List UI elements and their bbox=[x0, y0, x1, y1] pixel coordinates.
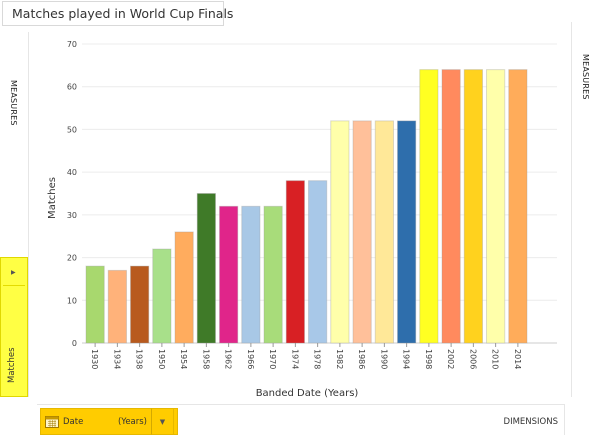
page-title: Matches played in World Cup Finals bbox=[12, 6, 234, 21]
x-tick-label: 1982 bbox=[335, 349, 344, 369]
bar[interactable] bbox=[508, 69, 528, 344]
bar[interactable] bbox=[263, 205, 283, 344]
bar[interactable] bbox=[85, 265, 105, 344]
x-tick-label: 2006 bbox=[468, 349, 477, 369]
x-tick-label: 1954 bbox=[179, 349, 188, 369]
bar[interactable] bbox=[441, 69, 461, 344]
bar[interactable] bbox=[241, 205, 261, 344]
x-tick-label: 1994 bbox=[402, 349, 411, 369]
x-axis-title: Banded Date (Years) bbox=[256, 388, 359, 399]
x-tick-label: 1986 bbox=[357, 349, 366, 369]
bar[interactable] bbox=[285, 180, 305, 344]
bar[interactable] bbox=[374, 120, 394, 344]
y-axis-title: Matches bbox=[47, 177, 58, 219]
x-tick-label: 1998 bbox=[424, 349, 433, 369]
x-tick-label: 1990 bbox=[379, 349, 388, 369]
y-tick-label: 20 bbox=[67, 254, 77, 263]
x-tick-label: 1970 bbox=[268, 349, 277, 369]
y-tick-label: 30 bbox=[67, 211, 77, 220]
measure-item-matches[interactable]: ▶ Matches bbox=[0, 257, 28, 397]
bar[interactable] bbox=[308, 180, 328, 344]
x-tick-label: 2010 bbox=[491, 349, 500, 369]
bar[interactable] bbox=[352, 120, 372, 344]
x-tick-label: 1950 bbox=[157, 349, 166, 369]
x-tick-label: 1938 bbox=[135, 349, 144, 369]
x-tick-label: 1966 bbox=[246, 349, 255, 369]
y-axis: 0 10 20 30 40 50 60 70 bbox=[67, 40, 77, 348]
bar[interactable] bbox=[330, 120, 350, 344]
divider bbox=[3, 285, 25, 286]
chart-title-bar: Matches played in World Cup Finals bbox=[2, 1, 233, 26]
x-tick-label: 1978 bbox=[313, 349, 322, 369]
x-tick-label: 2002 bbox=[446, 349, 455, 369]
x-tick-label: 1958 bbox=[201, 349, 210, 369]
dimension-field-unit: (Years) bbox=[117, 416, 147, 427]
dimensions-label: DIMENSIONS bbox=[503, 417, 558, 427]
measure-label: Matches bbox=[7, 347, 17, 383]
measures-label-right: MEASURES bbox=[581, 54, 590, 100]
x-tick-label: 1974 bbox=[290, 349, 299, 369]
y-tick-label: 10 bbox=[67, 296, 77, 305]
x-axis: 1930 1934 1938 1950 1954 1958 1962 1966 1970 1974… bbox=[90, 343, 522, 369]
x-tick-label: 1930 bbox=[90, 349, 99, 369]
bar[interactable] bbox=[130, 265, 150, 344]
triangle-right-icon[interactable]: ▶ bbox=[11, 269, 16, 276]
right-measures-rail[interactable]: MEASURES bbox=[571, 22, 600, 397]
dimensions-bar: Date (Years) ▼ DIMENSIONS bbox=[37, 404, 565, 435]
bar[interactable] bbox=[152, 248, 172, 344]
bar[interactable] bbox=[196, 193, 216, 344]
x-tick-label: 2014 bbox=[513, 349, 522, 369]
x-tick-label: 1962 bbox=[224, 349, 233, 369]
chevron-down-icon[interactable]: ▼ bbox=[151, 408, 174, 435]
bar[interactable] bbox=[107, 269, 127, 344]
measures-label-left: MEASURES bbox=[9, 80, 18, 126]
dimension-field-label: Date bbox=[63, 416, 84, 427]
bars bbox=[85, 69, 528, 344]
bar[interactable] bbox=[419, 69, 439, 344]
y-tick-label: 70 bbox=[67, 40, 77, 49]
y-tick-label: 0 bbox=[72, 339, 77, 348]
bar[interactable] bbox=[174, 231, 194, 344]
bar[interactable] bbox=[397, 120, 417, 344]
y-tick-label: 50 bbox=[67, 125, 77, 134]
bar[interactable] bbox=[219, 205, 239, 344]
x-tick-label: 1934 bbox=[112, 349, 121, 369]
y-tick-label: 40 bbox=[67, 168, 77, 177]
y-tick-label: 60 bbox=[67, 83, 77, 92]
bar[interactable] bbox=[463, 69, 483, 344]
calendar-icon bbox=[45, 416, 59, 428]
bar[interactable] bbox=[486, 69, 506, 344]
